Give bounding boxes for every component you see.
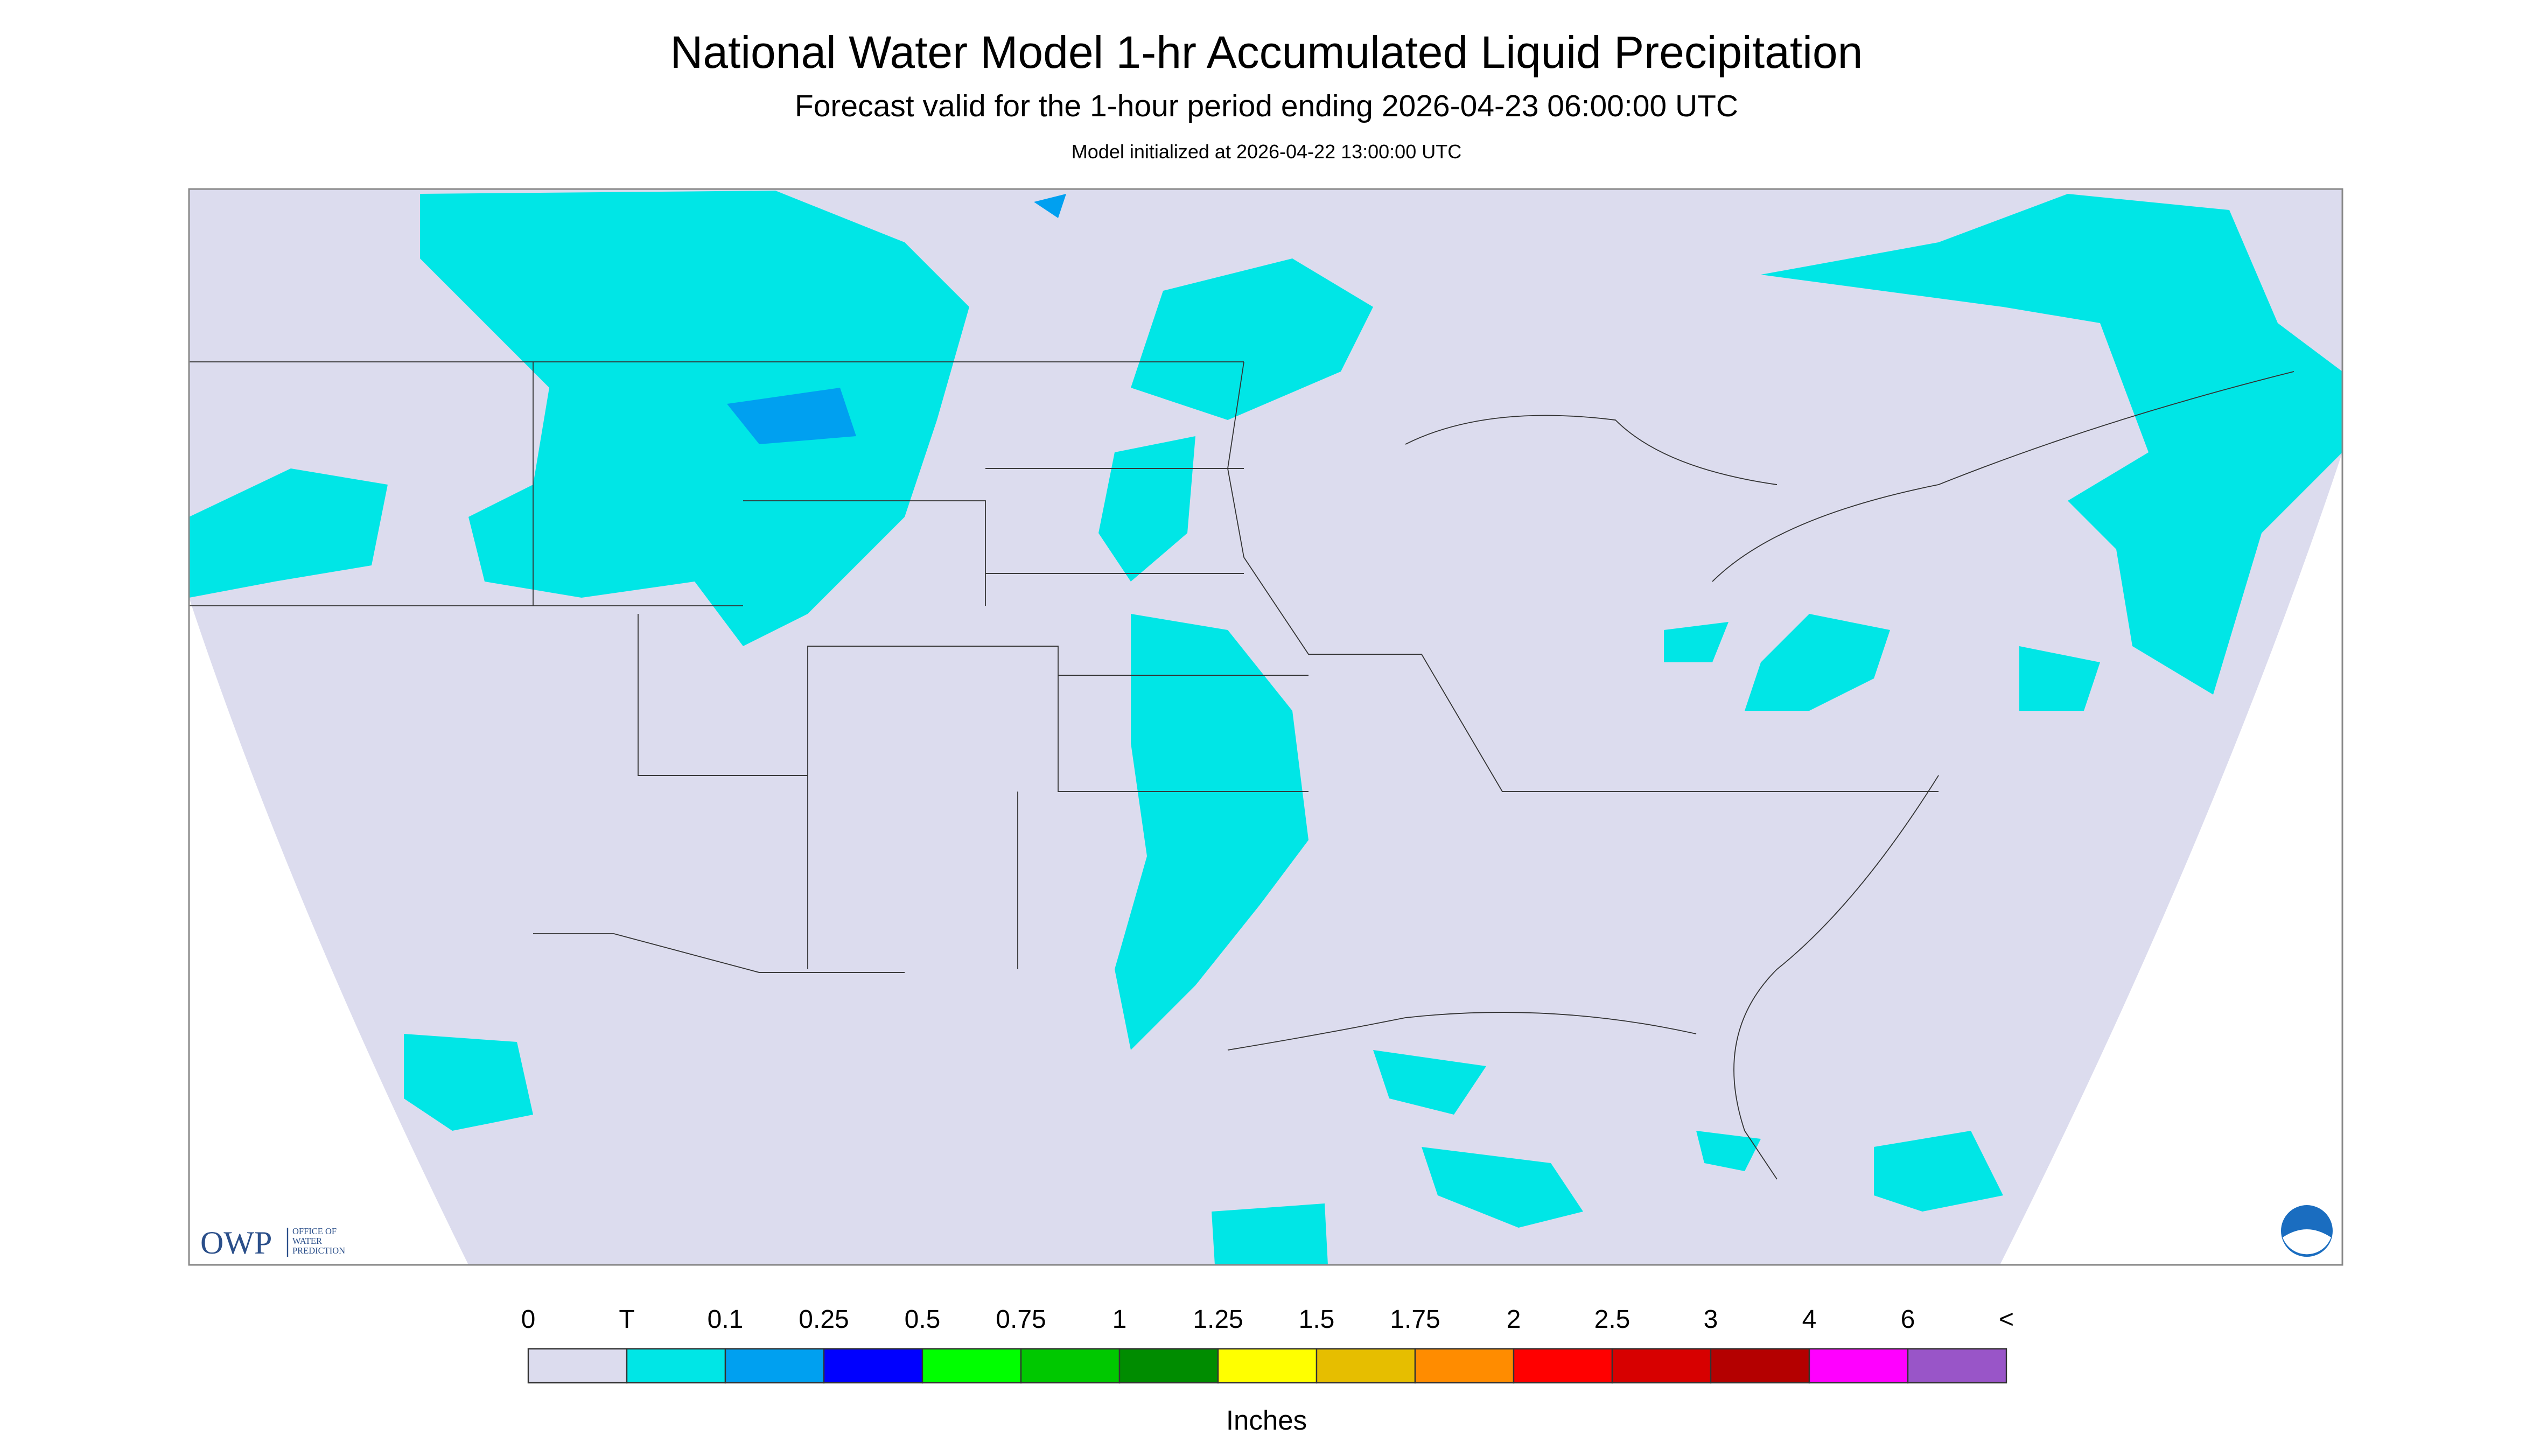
map-border — [188, 188, 2343, 1266]
logo-line3: PREDICTION — [292, 1245, 345, 1256]
legend-swatch — [724, 1348, 825, 1384]
legend-unit: Inches — [1226, 1405, 1307, 1436]
map: OWP OFFICE OF WATER PREDICTION — [188, 188, 2343, 1266]
legend-label: 1.25 — [1193, 1305, 1243, 1334]
precip-areas — [189, 191, 2342, 1265]
legend-label: 0.5 — [905, 1305, 941, 1334]
boundaries — [189, 361, 2294, 1180]
noaa-logo-wave — [2283, 1229, 2331, 1255]
legend-swatch — [1020, 1348, 1121, 1384]
legend-swatch — [1217, 1348, 1318, 1384]
legend-swatch — [1611, 1348, 1712, 1384]
legend-label: 0.1 — [708, 1305, 744, 1334]
legend-label: 1.5 — [1299, 1305, 1335, 1334]
legend-label: 0.25 — [799, 1305, 849, 1334]
legend-swatch — [1808, 1348, 1909, 1384]
legend-label: 4 — [1802, 1305, 1817, 1334]
legend: 0 T 0.1 0.25 0.5 0.75 1 1.25 1.5 1.75 2 2.5 3 4 6 < — [521, 1305, 2014, 1384]
legend-swatch — [626, 1348, 726, 1384]
legend-swatch — [921, 1348, 1022, 1384]
legend-label: 1.75 — [1390, 1305, 1440, 1334]
legend-label: 2.5 — [1594, 1305, 1631, 1334]
title: National Water Model 1-hr Accumulated Li… — [670, 27, 1863, 78]
legend-label: 0.75 — [996, 1305, 1046, 1334]
legend-label: 1 — [1112, 1305, 1127, 1334]
init-time: Model initialized at 2026-04-22 13:00:00… — [1072, 141, 1461, 163]
subtitle: Forecast valid for the 1-hour period end… — [795, 89, 1738, 123]
legend-swatch — [1907, 1348, 2007, 1384]
legend-label: T — [619, 1305, 634, 1334]
legend-label: < — [1999, 1305, 2014, 1334]
legend-swatch — [1118, 1348, 1219, 1384]
legend-label: 3 — [1704, 1305, 1718, 1334]
legend-label: 2 — [1507, 1305, 1521, 1334]
legend-swatch — [1414, 1348, 1515, 1384]
legend-label: 0 — [521, 1305, 536, 1334]
logo-line2: WATER — [292, 1236, 322, 1246]
legend-swatch — [1710, 1348, 1810, 1384]
logo-line1: OFFICE OF — [292, 1226, 337, 1236]
owp-logo: OWP — [200, 1225, 272, 1261]
legend-swatch — [527, 1348, 628, 1384]
legend-swatch — [1513, 1348, 1613, 1384]
precip-heavier — [727, 194, 1066, 445]
legend-label: 6 — [1901, 1305, 1915, 1334]
legend-swatch — [823, 1348, 923, 1384]
legend-swatch — [1316, 1348, 1416, 1384]
